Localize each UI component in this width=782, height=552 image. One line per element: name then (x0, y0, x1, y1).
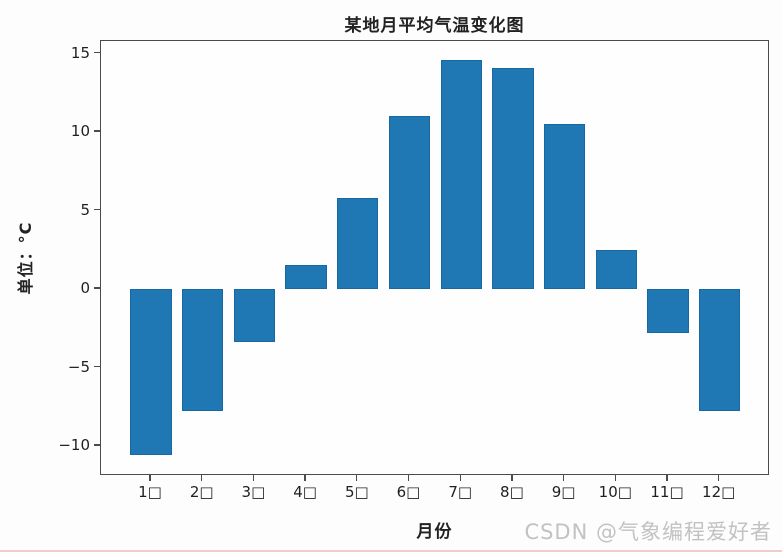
x-tick-label: 7□ (448, 483, 473, 501)
x-tick-label: 8□ (500, 483, 524, 501)
bar-4 (285, 265, 327, 289)
x-tick-mark (718, 475, 720, 481)
y-axis-label: 单位：°C (16, 221, 35, 295)
x-tick-label: 10□ (598, 483, 632, 501)
x-tick-mark (201, 475, 203, 481)
x-tick-mark (511, 475, 513, 481)
x-tick-label: 4□ (293, 483, 317, 501)
y-tick-label: 10 (70, 122, 90, 140)
y-tick-mark (94, 287, 100, 289)
x-tick-label: 1□ (138, 483, 162, 501)
x-tick-label: 12□ (702, 483, 736, 501)
x-tick-mark (459, 475, 461, 481)
x-tick-label: 11□ (650, 483, 684, 501)
x-tick-mark (304, 475, 306, 481)
chart-title: 某地月平均气温变化图 (344, 16, 525, 36)
x-tick-mark (407, 475, 410, 481)
x-tick-label: 9□ (551, 483, 576, 501)
x-axis-label: 月份 (416, 522, 453, 542)
y-tick-mark (94, 51, 100, 54)
x-tick-mark (666, 475, 668, 481)
bar-9 (543, 124, 586, 289)
y-tick-mark (94, 208, 100, 211)
y-tick-mark (94, 130, 100, 132)
bar-2 (182, 289, 224, 412)
y-tick-label: 5 (80, 200, 90, 219)
y-tick-label: 0 (80, 279, 90, 297)
bar-5 (337, 197, 379, 289)
x-tick-mark (356, 475, 358, 481)
plot-area (100, 40, 769, 475)
bar-3 (233, 289, 276, 343)
x-tick-mark (149, 475, 151, 481)
y-tick-label: 15 (70, 43, 90, 62)
y-tick-label: −10 (58, 436, 90, 454)
bar-11 (647, 289, 689, 333)
x-tick-mark (252, 475, 255, 481)
y-tick-mark (94, 365, 100, 368)
bar-6 (388, 116, 431, 289)
bar-10 (595, 249, 637, 289)
x-tick-label: 2□ (189, 483, 214, 501)
x-tick-mark (614, 475, 616, 481)
bottom-edge-line (0, 550, 782, 552)
x-tick-mark (562, 475, 565, 481)
watermark: CSDN @气象编程爱好者 (524, 520, 772, 544)
bar-1 (130, 289, 172, 456)
x-tick-label: 6□ (396, 483, 421, 501)
x-tick-label: 3□ (241, 483, 266, 501)
bar-7 (440, 59, 482, 289)
x-tick-label: 5□ (344, 483, 369, 501)
y-tick-mark (94, 444, 100, 446)
bar-8 (492, 67, 534, 289)
y-tick-label: −5 (67, 357, 90, 376)
bar-12 (699, 289, 741, 412)
